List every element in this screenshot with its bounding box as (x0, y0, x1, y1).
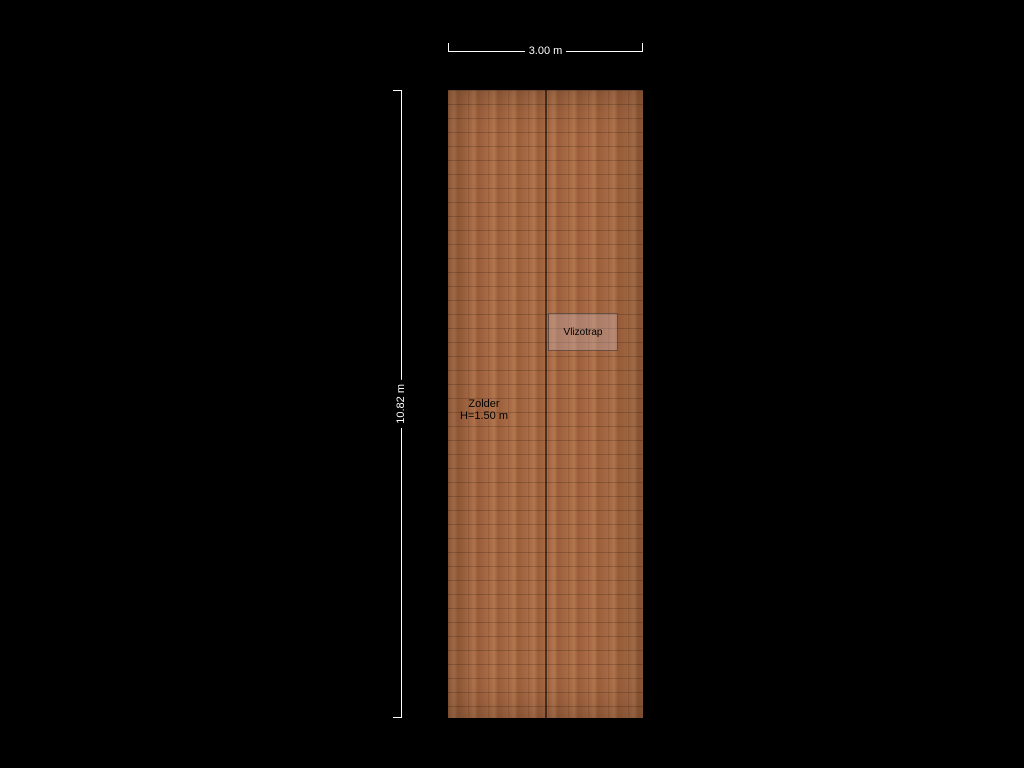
dim-width-line-right (566, 51, 643, 52)
dim-height-label: 10.82 m (395, 380, 407, 428)
dim-width-label: 3.00 m (525, 45, 567, 57)
dim-height-tick-top (393, 90, 401, 91)
room-label: Zolder H=1.50 m (460, 398, 508, 422)
dim-width-tick-left (448, 43, 449, 51)
dimension-height: 10.82 m (396, 90, 406, 718)
attic-hatch-label: Vlizotrap (564, 327, 603, 338)
dim-width-line-left (448, 51, 525, 52)
dim-height-line-bottom (401, 428, 402, 718)
dim-height-tick-bottom (393, 717, 401, 718)
room-height: H=1.50 m (460, 410, 508, 422)
floorplan-canvas: 3.00 m 10.82 m Vlizotrap Zolder H=1.50 m (0, 0, 1024, 768)
dim-width-tick-right (642, 43, 643, 51)
dim-height-line-top (401, 90, 402, 380)
dimension-width: 3.00 m (448, 46, 643, 56)
attic-hatch: Vlizotrap (548, 313, 618, 351)
roof-ridge-line (545, 90, 547, 718)
room-name: Zolder (468, 398, 499, 410)
